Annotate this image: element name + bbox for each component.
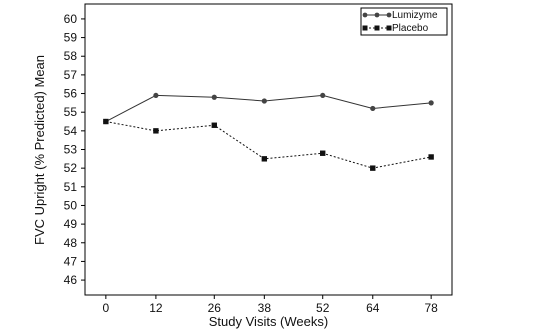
legend-lumizyme-marker: [386, 12, 392, 18]
legend-placebo-label: Placebo: [392, 23, 429, 34]
legend-lumizyme-label: Lumizyme: [392, 10, 438, 21]
y-tick-label: 46: [64, 273, 78, 287]
series-point-placebo: [428, 154, 434, 160]
x-tick-label: 38: [258, 301, 272, 315]
series-point-lumizyme: [153, 92, 159, 99]
series-point-placebo: [103, 118, 109, 125]
x-axis: 0 12 26 38 52 64 78: [103, 295, 438, 315]
y-tick-label: 57: [64, 68, 78, 82]
x-tick-label: 52: [316, 301, 330, 315]
x-tick-label: 64: [366, 301, 380, 315]
legend: Lumizyme Placebo: [360, 7, 448, 36]
series-point-lumizyme: [211, 94, 217, 100]
series-point-placebo: [370, 165, 376, 171]
series-layer: [103, 92, 434, 171]
y-axis-title: FVC Upright (% Predicted) Mean: [32, 55, 47, 245]
series-point-placebo: [261, 156, 268, 162]
y-axis: 46 47 48 49 50 51 52 53 54 55 56 57 58 59 60: [64, 12, 85, 287]
legend-placebo-marker: [374, 25, 380, 31]
plot-frame: [84, 3, 453, 296]
y-tick-label: 54: [64, 124, 78, 138]
legend-lumizyme-marker: [362, 12, 368, 18]
y-tick-label: 47: [64, 254, 78, 268]
legend-lumizyme-marker: [374, 12, 380, 18]
y-tick-label: 52: [64, 161, 78, 175]
legend-placebo-marker: [362, 25, 368, 31]
y-tick-label: 60: [64, 12, 78, 26]
series-point-lumizyme: [261, 98, 267, 104]
y-tick-label: 50: [64, 198, 78, 212]
x-axis-title: Study Visits (Weeks): [209, 314, 328, 329]
series-point-placebo: [153, 128, 159, 134]
series-point-lumizyme: [428, 100, 434, 106]
y-tick-label: 53: [64, 143, 78, 157]
y-tick-label: 55: [64, 105, 78, 119]
x-tick-label: 12: [149, 301, 163, 315]
series-line-lumizyme: [105, 94, 432, 122]
y-tick-label: 49: [64, 217, 78, 231]
x-tick-label: 26: [208, 301, 222, 315]
y-tick-label: 56: [64, 87, 78, 101]
legend-placebo-marker: [386, 25, 392, 31]
series-point-placebo: [211, 122, 217, 128]
y-tick-label: 51: [64, 180, 78, 194]
x-tick-label: 0: [103, 301, 110, 315]
y-tick-label: 48: [64, 236, 78, 250]
series-point-lumizyme: [320, 92, 326, 99]
series-point-placebo: [320, 150, 326, 156]
series-point-lumizyme: [370, 105, 376, 112]
x-tick-label: 78: [424, 301, 438, 315]
y-tick-label: 58: [64, 49, 78, 63]
y-tick-label: 59: [64, 31, 78, 45]
